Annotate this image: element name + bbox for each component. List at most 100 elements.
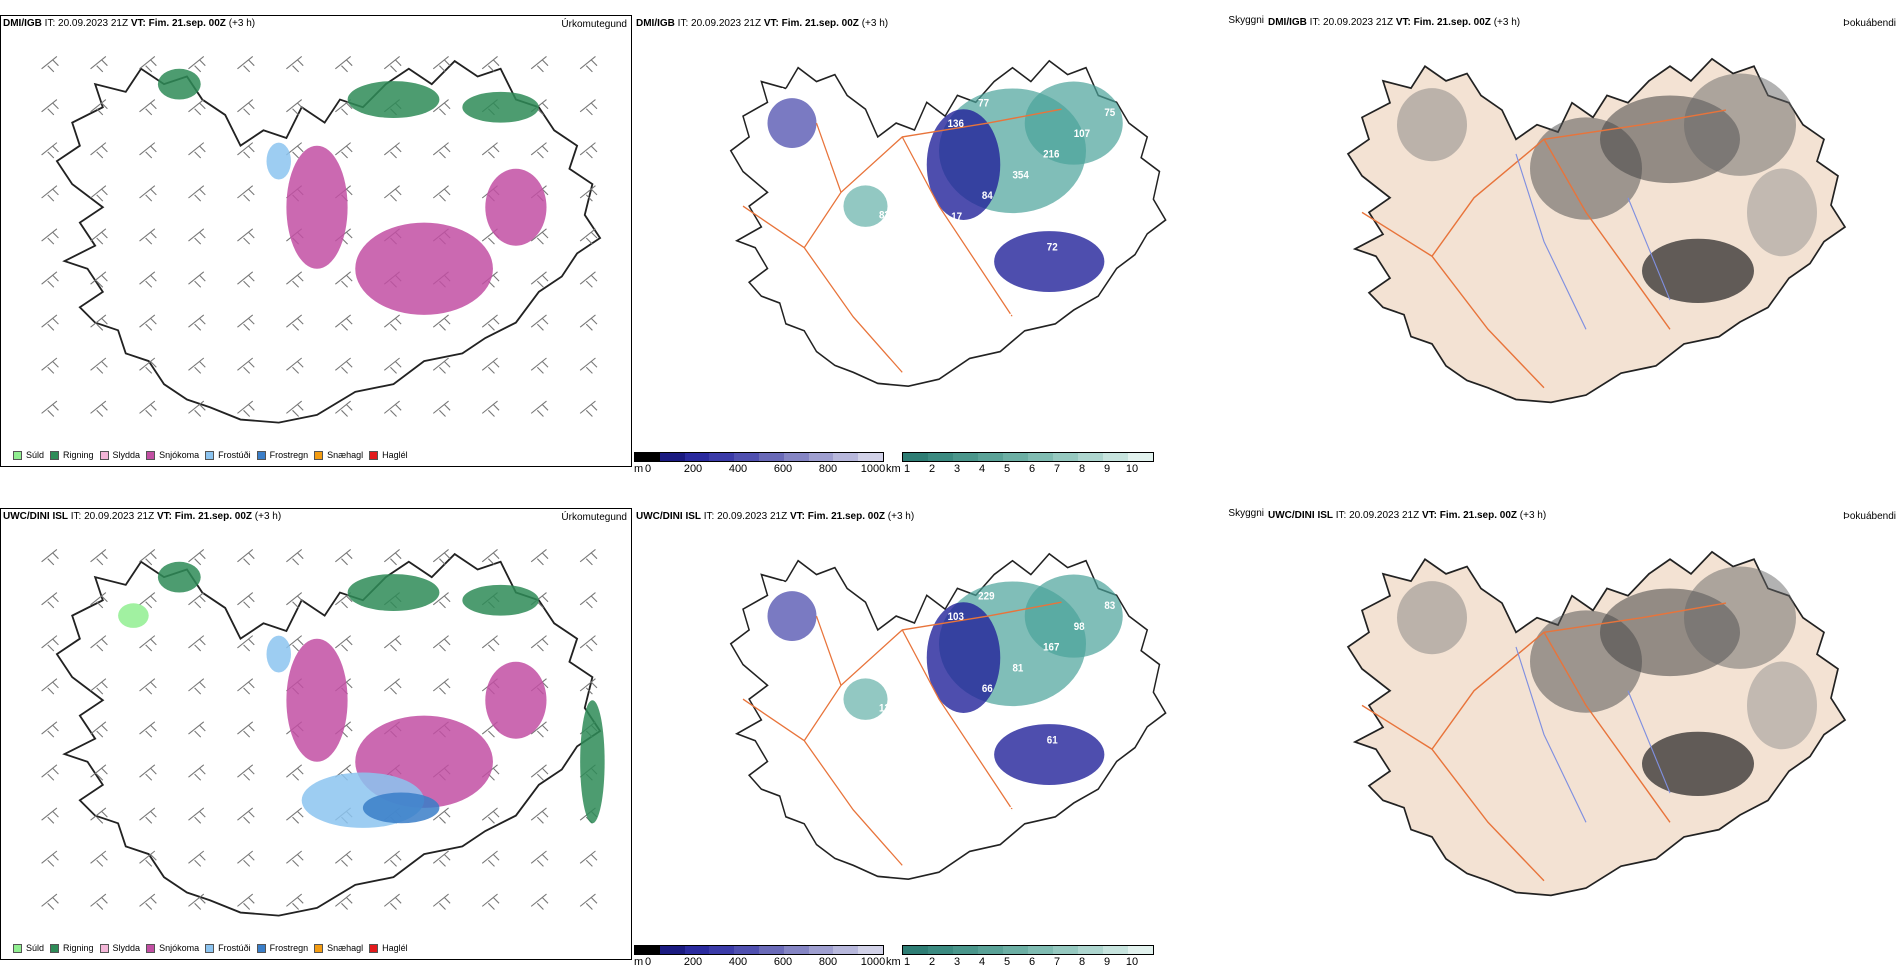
issue-time: 20.09.2023 21Z bbox=[1349, 510, 1420, 521]
visibility-value-label: 77 bbox=[978, 98, 989, 110]
ceiling-colorbar-step bbox=[659, 946, 685, 954]
wind-barb bbox=[579, 357, 598, 374]
wind-barb bbox=[90, 357, 108, 374]
wind-barb bbox=[530, 850, 549, 867]
wind-barb bbox=[530, 721, 549, 738]
wind-barb bbox=[139, 764, 157, 781]
wind-barb bbox=[432, 357, 451, 374]
visibility-value-label: 80 bbox=[1009, 313, 1020, 325]
drizzle-area bbox=[118, 603, 149, 628]
valid-time: Fim. 21.sep. 00Z bbox=[148, 18, 226, 29]
wind-barb bbox=[188, 549, 206, 566]
wind-barb bbox=[481, 142, 500, 159]
valid-time: Fim. 21.sep. 00Z bbox=[1439, 510, 1518, 521]
issue-time-label: IT: bbox=[44, 18, 56, 29]
visibility-value-label: 136 bbox=[948, 119, 965, 131]
issue-time-label: IT: bbox=[677, 18, 689, 29]
wind-barb bbox=[41, 592, 59, 609]
visibility-value-label: 21 bbox=[1108, 200, 1119, 212]
wind-barb bbox=[579, 142, 598, 159]
wind-barb bbox=[139, 357, 157, 374]
legend-swatch-1 bbox=[50, 450, 60, 460]
wind-barb bbox=[286, 357, 304, 374]
snow-area bbox=[355, 222, 493, 315]
visibility-value-label: 308 bbox=[1077, 221, 1094, 233]
visibility-value-label: 123 bbox=[879, 703, 896, 715]
visibility-value-label: 83 bbox=[1104, 601, 1115, 613]
visibility-value-label: 131 bbox=[852, 88, 869, 100]
visibility-value-label: 48 bbox=[910, 189, 921, 201]
wind-barb bbox=[188, 99, 206, 116]
wind-barb bbox=[530, 228, 549, 245]
wind-barb bbox=[530, 549, 549, 566]
legend-label: Snæhagl bbox=[327, 943, 364, 953]
model-name: UWC/DINI ISL bbox=[636, 511, 701, 522]
wind-barb bbox=[579, 185, 598, 202]
low-ceiling-area bbox=[926, 602, 1001, 713]
wind-barb bbox=[579, 99, 598, 116]
visibility-value-label: 155 bbox=[821, 109, 838, 121]
fog-panel: UWC/DINI ISL IT: 20.09.2023 21Z VT: Fim.… bbox=[1266, 508, 1900, 968]
wind-barb bbox=[530, 764, 549, 781]
snow-area bbox=[485, 661, 547, 739]
legend-label: Rigning bbox=[63, 450, 94, 460]
visibility-value-label: 229 bbox=[978, 591, 995, 603]
wind-barb bbox=[41, 549, 59, 566]
wind-barb bbox=[139, 549, 157, 566]
fog-map bbox=[1306, 530, 1866, 910]
wind-barb bbox=[41, 185, 59, 202]
wind-barb bbox=[237, 592, 255, 609]
visibility-colorbar-step bbox=[978, 946, 1003, 954]
visibility-colorbar bbox=[902, 945, 1154, 955]
wind-barb bbox=[188, 142, 206, 159]
rain-area bbox=[347, 574, 440, 611]
wind-barb bbox=[41, 850, 59, 867]
legend-swatch-4 bbox=[205, 450, 215, 460]
visibility-colorbar-step bbox=[1103, 453, 1128, 461]
wind-barb bbox=[90, 721, 108, 738]
wind-barb bbox=[383, 314, 402, 331]
visibility-value-label: 82 bbox=[787, 765, 798, 777]
wind-barb bbox=[41, 99, 59, 116]
wind-barb bbox=[481, 357, 500, 374]
wind-barb bbox=[90, 56, 108, 73]
low-ceiling-area bbox=[926, 109, 1001, 220]
wind-barb bbox=[41, 678, 59, 695]
model-name: DMI/IGB bbox=[1268, 17, 1307, 28]
precip-type-panel: UWC/DINI ISL IT: 20.09.2023 21Z VT: Fim.… bbox=[0, 508, 632, 960]
visibility-value-label: 17 bbox=[951, 212, 962, 224]
visibility-map-svg: 99 55 76 57 72 83 78 123 70 63 98 119 96 45 229 167 172 1… bbox=[729, 552, 1167, 880]
wind-barb bbox=[335, 549, 353, 566]
model-name: UWC/DINI ISL bbox=[1268, 510, 1333, 521]
visibility-value-label: 98 bbox=[1074, 621, 1085, 633]
legend-swatch-0 bbox=[13, 943, 22, 953]
visibility-tick: 7 bbox=[1053, 463, 1061, 475]
wind-barb bbox=[188, 314, 206, 331]
fog-area bbox=[1642, 238, 1754, 303]
visibility-value-label: 78 bbox=[814, 652, 825, 664]
wind-barb bbox=[530, 56, 549, 73]
visibility-value-label: 56 bbox=[917, 633, 928, 645]
wind-barb bbox=[286, 592, 304, 609]
visibility-tick: 2 bbox=[928, 463, 936, 475]
wind-barb bbox=[41, 400, 59, 417]
wind-barb bbox=[530, 400, 549, 417]
wind-barb bbox=[383, 678, 402, 695]
low-ceiling-area bbox=[994, 724, 1105, 785]
wind-barb bbox=[481, 56, 500, 73]
legend-label: Súld bbox=[26, 450, 45, 460]
wind-barb bbox=[90, 850, 108, 867]
river-network bbox=[1515, 646, 1671, 823]
wind-barb bbox=[139, 678, 157, 695]
panel-title-fog: Þokuábendi bbox=[1843, 18, 1896, 29]
valid-time: Fim. 21.sep. 00Z bbox=[174, 511, 253, 522]
visibility-tick: 2 bbox=[928, 956, 936, 968]
visibility-tick: 3 bbox=[953, 956, 961, 968]
panel-title-fog: Þokuábendi bbox=[1843, 511, 1896, 522]
wind-barb bbox=[41, 357, 59, 374]
wind-barb bbox=[188, 56, 206, 73]
visibility-tick: 8 bbox=[1078, 956, 1086, 968]
wind-barb bbox=[188, 678, 206, 695]
visibility-value-label: 119 bbox=[783, 673, 799, 685]
visibility-value-label: 59 bbox=[944, 261, 955, 273]
